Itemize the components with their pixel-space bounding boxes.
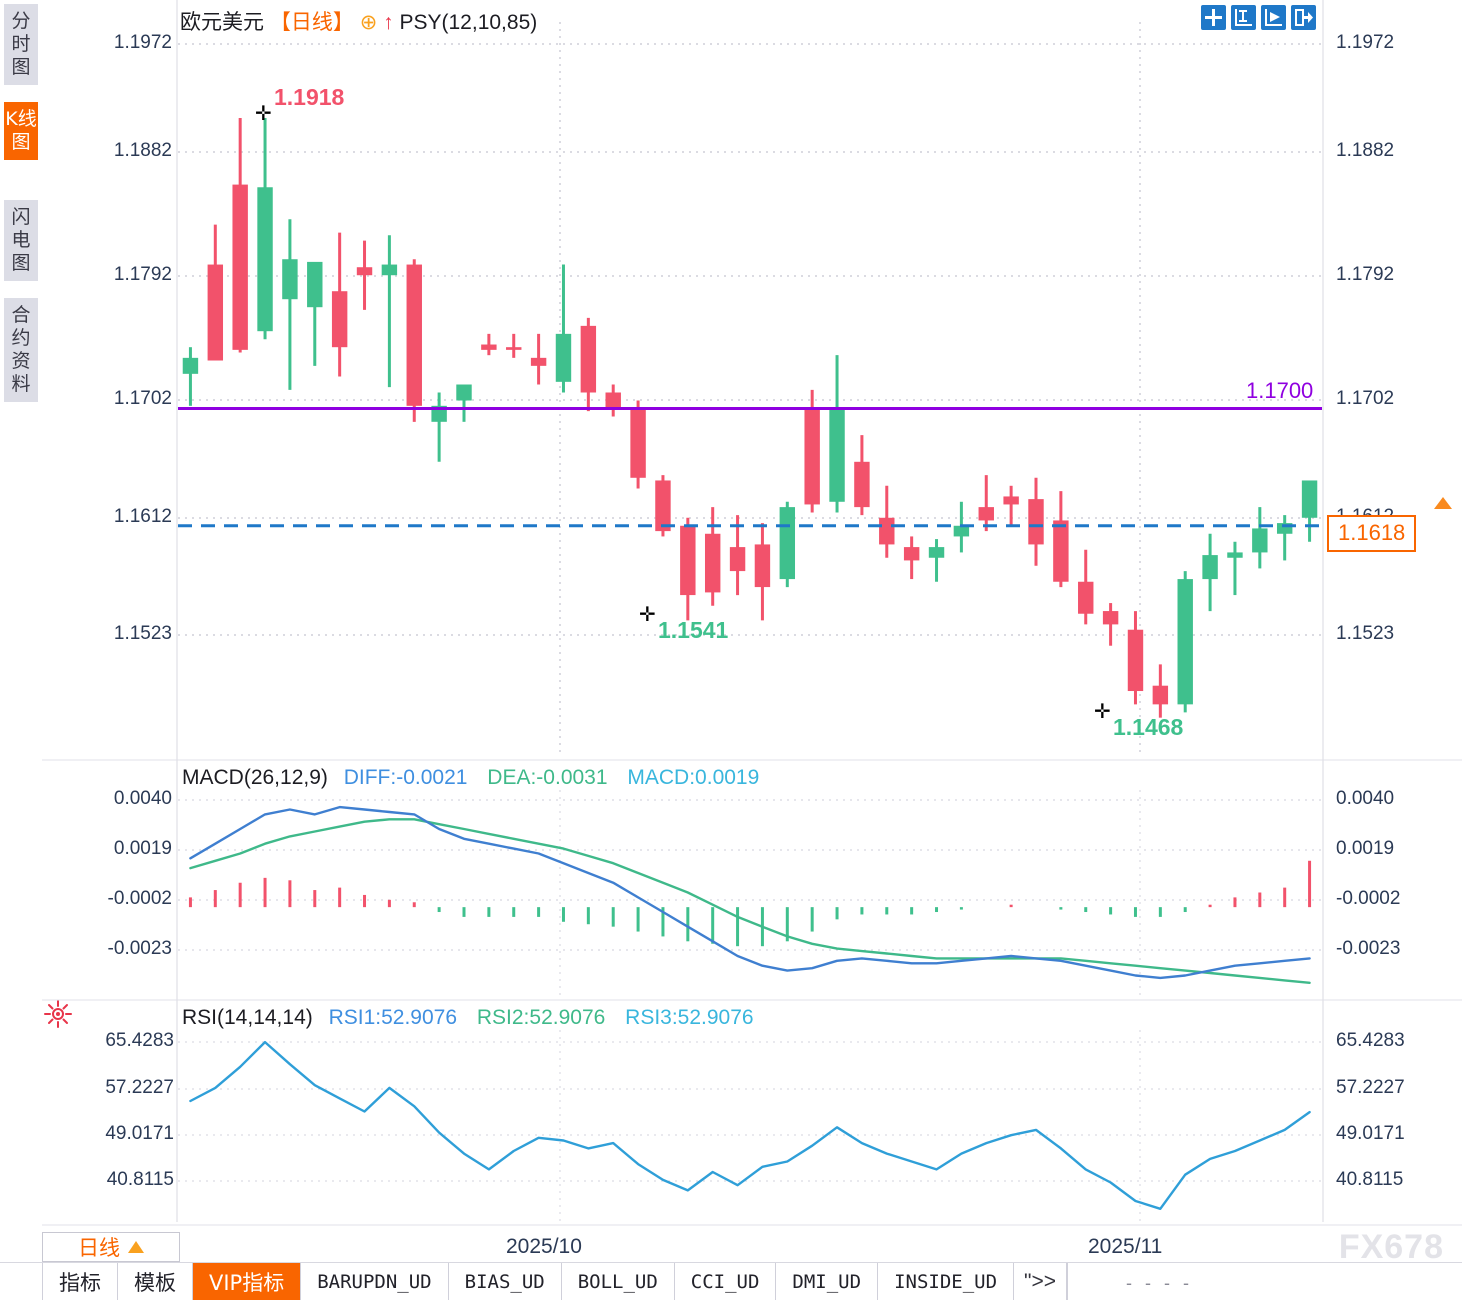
price-axis-left-tick: 1.1523 bbox=[113, 623, 172, 644]
high-marker-icon: ✛ bbox=[255, 103, 272, 125]
low-marker-1-icon: ✛ bbox=[639, 604, 656, 626]
sidebar-item-timeshare[interactable]: 分时图 bbox=[4, 4, 38, 85]
rsi3-value: RSI3:52.9076 bbox=[625, 1006, 754, 1029]
left-sidebar: 分时图 K线图 闪电图 合约资料 bbox=[0, 0, 72, 1250]
rsi-axis-right-tick: 49.0171 bbox=[1336, 1123, 1405, 1144]
rsi-axis-right-tick: 65.4283 bbox=[1336, 1030, 1405, 1051]
tab-inside-ud[interactable]: INSIDE_UD bbox=[878, 1263, 1015, 1300]
macd-dea-value: DEA:-0.0031 bbox=[487, 766, 608, 789]
sidebar-item-kline[interactable]: K线图 bbox=[4, 102, 38, 160]
price-axis-right-tick: 1.1792 bbox=[1336, 264, 1395, 285]
chart-tools bbox=[1201, 5, 1316, 30]
triangle-up-icon bbox=[128, 1241, 144, 1253]
rsi1-value: RSI1:52.9076 bbox=[328, 1006, 458, 1029]
macd-diff-value: DIFF:-0.0021 bbox=[343, 766, 468, 789]
rsi-header: RSI(14,14,14) RSI1:52.9076 RSI2:52.9076 … bbox=[182, 1006, 754, 1030]
ray-icon[interactable] bbox=[1261, 5, 1286, 30]
exit-icon[interactable] bbox=[1291, 5, 1316, 30]
macd-macd-value: MACD:0.0019 bbox=[627, 766, 760, 789]
bottom-toolbar: 指标 模板 VIP指标 BARUPDN_UD BIAS_UD BOLL_UD CCI_UD D… bbox=[0, 1262, 1462, 1300]
measure-icon[interactable] bbox=[1231, 5, 1256, 30]
sidebar-item-contract-info[interactable]: 合约资料 bbox=[4, 298, 38, 402]
price-axis-left-tick: 1.1612 bbox=[113, 506, 172, 527]
tab-bias-ud[interactable]: BIAS_UD bbox=[449, 1263, 562, 1300]
tab-cci-ud[interactable]: CCI_UD bbox=[675, 1263, 777, 1300]
rsi-axis-left-tick: 49.0171 bbox=[105, 1123, 174, 1144]
price-axis-left-tick: 1.1792 bbox=[113, 264, 172, 285]
low-marker-2-icon: ✛ bbox=[1094, 701, 1111, 723]
current-price-tag[interactable]: 1.1618 bbox=[1327, 515, 1417, 552]
rsi-title: RSI(14,14,14) bbox=[182, 1006, 313, 1029]
tab-templates[interactable]: 模板 bbox=[118, 1263, 193, 1300]
sidebar-item-lightning[interactable]: 闪电图 bbox=[4, 200, 38, 281]
price-axis-right-tick: 1.1702 bbox=[1336, 388, 1395, 409]
price-axis-left-tick: 1.1702 bbox=[113, 388, 172, 409]
watermark: FX678 bbox=[1338, 1228, 1444, 1266]
toolbar-dashes: - - - - bbox=[1126, 1273, 1193, 1293]
macd-axis-left-tick: -0.0023 bbox=[107, 938, 172, 959]
price-arrow-icon bbox=[1434, 497, 1452, 509]
macd-axis-left-tick: -0.0002 bbox=[107, 888, 172, 909]
price-axis-left-tick: 1.1882 bbox=[113, 140, 172, 161]
low-annotation-1: 1.1541 bbox=[658, 617, 729, 643]
macd-axis-left-tick: 0.0040 bbox=[113, 788, 172, 809]
tab-indicators[interactable]: 指标 bbox=[42, 1263, 118, 1300]
tab-dmi-ud[interactable]: DMI_UD bbox=[776, 1263, 879, 1300]
date-label-2: 2025/11 bbox=[1088, 1235, 1163, 1258]
tab-barupdn-ud[interactable]: BARUPDN_UD bbox=[301, 1263, 449, 1300]
price-axis-right-tick: 1.1972 bbox=[1336, 32, 1395, 53]
macd-title: MACD(26,12,9) bbox=[182, 766, 328, 789]
macd-axis-left-tick: 0.0019 bbox=[113, 838, 172, 859]
tab-boll-ud[interactable]: BOLL_UD bbox=[562, 1263, 675, 1300]
period-label: 【日线】 bbox=[269, 11, 354, 34]
crosshair-icon[interactable]: ⊕ bbox=[359, 11, 378, 34]
macd-axis-right-tick: 0.0019 bbox=[1336, 838, 1395, 859]
macd-header: MACD(26,12,9) DIFF:-0.0021 DEA:-0.0031 M… bbox=[182, 766, 759, 790]
price-axis-right-tick: 1.1882 bbox=[1336, 140, 1395, 161]
rsi-axis-left-tick: 65.4283 bbox=[105, 1030, 174, 1051]
toolbar-empty-area: - - - - bbox=[1067, 1263, 1462, 1300]
price-axis-right-tick: 1.1523 bbox=[1336, 623, 1395, 644]
period-selector-label: 日线 bbox=[78, 1236, 120, 1260]
rsi2-value: RSI2:52.9076 bbox=[476, 1006, 606, 1029]
macd-axis-right-tick: -0.0002 bbox=[1336, 888, 1401, 909]
date-label-1: 2025/10 bbox=[506, 1235, 582, 1258]
price-line-label: 1.1700 bbox=[1246, 378, 1314, 403]
up-arrow-icon: ↑ bbox=[383, 11, 394, 34]
high-annotation: 1.1918 bbox=[274, 84, 345, 110]
macd-axis-right-tick: -0.0023 bbox=[1336, 938, 1401, 959]
more-tabs-button[interactable]: ">> bbox=[1014, 1263, 1067, 1300]
rsi-axis-right-tick: 57.2227 bbox=[1336, 1077, 1405, 1098]
price-axis-left-tick: 1.1972 bbox=[113, 32, 172, 53]
tab-vip-indicators[interactable]: VIP指标 bbox=[193, 1263, 302, 1300]
psy-indicator-label: PSY(12,10,85) bbox=[399, 11, 538, 34]
symbol-label: 欧元美元 bbox=[180, 11, 264, 34]
sun-settings-icon[interactable] bbox=[44, 1000, 72, 1033]
rsi-axis-left-tick: 57.2227 bbox=[105, 1077, 174, 1098]
period-selector[interactable]: 日线 bbox=[42, 1232, 180, 1262]
low-annotation-2: 1.1468 bbox=[1113, 714, 1184, 740]
rsi-axis-left-tick: 40.8115 bbox=[106, 1169, 174, 1190]
crosshair-expand-icon[interactable] bbox=[1201, 5, 1226, 30]
macd-axis-right-tick: 0.0040 bbox=[1336, 788, 1395, 809]
chart-header: 欧元美元 【日线】 ⊕ ↑ PSY(12,10,85) bbox=[180, 6, 537, 36]
rsi-axis-right-tick: 40.8115 bbox=[1336, 1169, 1404, 1190]
